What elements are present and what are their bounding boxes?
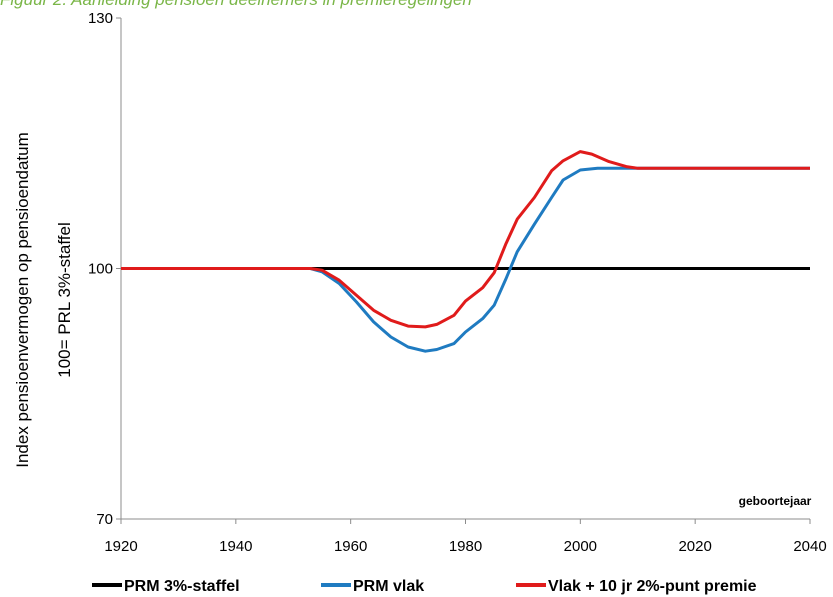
series-line-3 <box>121 150 810 329</box>
legend-label-1: PRM 3%-staffel <box>124 578 240 595</box>
x-tick-label: 2020 <box>678 538 711 555</box>
tick-labels: 70 100 130 1920 1940 1960 1980 2000 2020 2040 <box>88 10 827 555</box>
y-axis-label-line1: Index pensioenvermogen op pensioendatum <box>13 132 32 468</box>
axes <box>116 17 811 524</box>
y-tick-label: 70 <box>96 511 113 528</box>
legend-label-2: PRM vlak <box>353 578 424 595</box>
figure-caption: Figuur 2. Aanleiding pensioen deelnemers… <box>0 0 472 10</box>
series-line-2 <box>121 166 810 353</box>
series-lines <box>121 150 810 353</box>
x-axis-label: geboortejaar <box>739 494 812 508</box>
x-tick-label: 1980 <box>449 538 482 555</box>
x-tick-label: 2040 <box>793 538 826 555</box>
y-tick-label: 100 <box>88 261 113 278</box>
legend: PRM 3%-staffel PRM vlak Vlak + 10 jr 2%-pu… <box>92 578 757 595</box>
x-tick-label: 1940 <box>219 538 252 555</box>
y-tick-label: 130 <box>88 10 113 27</box>
legend-label-3: Vlak + 10 jr 2%-punt premie <box>548 578 757 595</box>
x-tick-label: 1960 <box>334 538 367 555</box>
x-tick-label: 1920 <box>104 538 137 555</box>
y-axis-label-line2: 100= PRL 3%-staffel <box>55 222 74 377</box>
x-tick-label: 2000 <box>564 538 597 555</box>
